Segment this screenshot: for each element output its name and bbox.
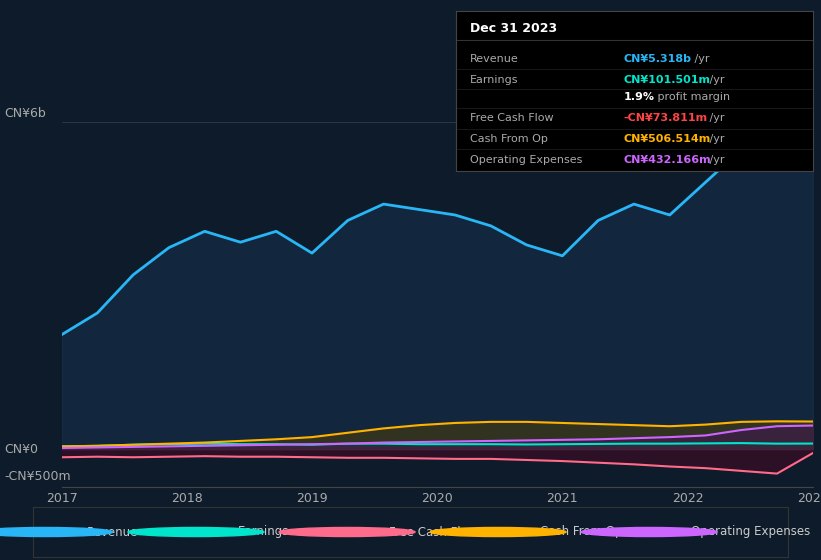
Text: Cash From Op: Cash From Op bbox=[539, 525, 622, 539]
Text: -CN¥500m: -CN¥500m bbox=[4, 470, 71, 483]
Text: Revenue: Revenue bbox=[470, 54, 519, 64]
Circle shape bbox=[279, 528, 415, 536]
Text: Revenue: Revenue bbox=[86, 525, 138, 539]
Text: CN¥101.501m: CN¥101.501m bbox=[623, 75, 710, 85]
Text: CN¥5.318b: CN¥5.318b bbox=[623, 54, 691, 64]
Text: CN¥506.514m: CN¥506.514m bbox=[623, 134, 711, 144]
Text: Operating Expenses: Operating Expenses bbox=[690, 525, 810, 539]
Text: Dec 31 2023: Dec 31 2023 bbox=[470, 22, 557, 35]
Circle shape bbox=[128, 528, 264, 536]
Text: Free Cash Flow: Free Cash Flow bbox=[470, 113, 553, 123]
Text: /yr: /yr bbox=[706, 113, 724, 123]
Circle shape bbox=[581, 528, 718, 536]
Circle shape bbox=[0, 528, 113, 536]
Text: Earnings: Earnings bbox=[470, 75, 518, 85]
Text: CN¥0: CN¥0 bbox=[4, 442, 38, 456]
Text: CN¥432.166m: CN¥432.166m bbox=[623, 155, 711, 165]
Circle shape bbox=[430, 528, 566, 536]
Text: Operating Expenses: Operating Expenses bbox=[470, 155, 582, 165]
Text: 1.9%: 1.9% bbox=[623, 92, 654, 102]
Text: CN¥6b: CN¥6b bbox=[4, 106, 46, 120]
Text: /yr: /yr bbox=[706, 134, 724, 144]
Text: Free Cash Flow: Free Cash Flow bbox=[388, 525, 477, 539]
Text: /yr: /yr bbox=[706, 155, 724, 165]
Text: Earnings: Earnings bbox=[237, 525, 289, 539]
Text: Cash From Op: Cash From Op bbox=[470, 134, 548, 144]
Text: /yr: /yr bbox=[691, 54, 709, 64]
Text: /yr: /yr bbox=[706, 75, 724, 85]
Text: -CN¥73.811m: -CN¥73.811m bbox=[623, 113, 708, 123]
Text: profit margin: profit margin bbox=[654, 92, 730, 102]
